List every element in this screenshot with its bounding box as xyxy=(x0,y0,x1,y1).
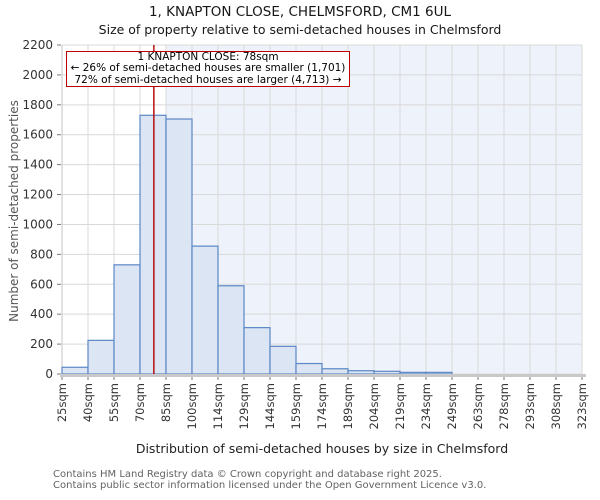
histogram-bar xyxy=(243,327,271,375)
histogram-bar xyxy=(61,366,89,375)
histogram-bar xyxy=(165,118,193,375)
histogram-bar xyxy=(347,370,375,375)
annotation-line-2: ← 26% of semi-detached houses are smalle… xyxy=(70,62,346,75)
y-tick-label: 2200 xyxy=(22,38,53,52)
histogram-bar xyxy=(295,362,323,375)
annotation-line-3: 72% of semi-detached houses are larger (… xyxy=(74,73,342,86)
chart-subtitle: Size of property relative to semi-detach… xyxy=(98,22,502,37)
x-tick-label: 40sqm xyxy=(81,383,95,422)
histogram-bar xyxy=(425,371,453,375)
histogram-bar xyxy=(269,345,297,375)
x-tick-label: 70sqm xyxy=(133,383,147,422)
x-tick-label: 129sqm xyxy=(237,383,251,429)
histogram-bar xyxy=(217,285,245,375)
annotation-line-1: 1 KNAPTON CLOSE: 78sqm xyxy=(137,50,279,63)
x-tick-label: 189sqm xyxy=(341,383,355,429)
histogram-bar xyxy=(139,114,167,375)
y-axis-title: Number of semi-detached properties xyxy=(7,100,21,322)
x-axis-title: Distribution of semi-detached houses by … xyxy=(135,441,509,456)
histogram-bar xyxy=(399,371,427,375)
y-tick-label: 1000 xyxy=(22,217,53,231)
y-tick-label: 1400 xyxy=(22,158,53,172)
y-tick-label: 1200 xyxy=(22,188,53,202)
x-tick-label: 249sqm xyxy=(445,383,459,429)
x-tick-label: 323sqm xyxy=(575,383,589,429)
histogram-bar xyxy=(373,370,401,375)
histogram-bar xyxy=(191,245,219,375)
x-tick-label: 308sqm xyxy=(549,383,563,429)
x-tick-label: 219sqm xyxy=(393,383,407,429)
y-tick-label: 0 xyxy=(45,367,53,381)
annotation-box: 1 KNAPTON CLOSE: 78sqm ← 26% of semi-det… xyxy=(66,51,350,87)
y-tick-label: 1600 xyxy=(22,128,53,142)
x-tick-label: 159sqm xyxy=(289,383,303,429)
x-tick-label: 293sqm xyxy=(523,383,537,429)
footer-attribution-1: Contains HM Land Registry data © Crown c… xyxy=(53,469,442,480)
histogram-bar xyxy=(113,264,141,375)
histogram-bar xyxy=(321,368,349,375)
x-axis-line xyxy=(60,374,586,377)
x-tick-label: 144sqm xyxy=(263,383,277,429)
x-tick-label: 85sqm xyxy=(159,383,173,422)
y-tick-label: 400 xyxy=(30,307,53,321)
x-tick-label: 100sqm xyxy=(185,383,199,429)
footer-attribution-2: Contains public sector information licen… xyxy=(53,480,487,491)
y-tick-label: 1800 xyxy=(22,98,53,112)
y-tick-label: 200 xyxy=(30,337,53,351)
x-tick-label: 263sqm xyxy=(471,383,485,429)
y-tick-label: 600 xyxy=(30,277,53,291)
x-tick-label: 174sqm xyxy=(315,383,329,429)
x-tick-label: 234sqm xyxy=(419,383,433,429)
x-tick-label: 204sqm xyxy=(367,383,381,429)
x-tick-label: 278sqm xyxy=(497,383,511,429)
chart-title: 1, KNAPTON CLOSE, CHELMSFORD, CM1 6UL xyxy=(148,4,452,20)
x-tick-label: 25sqm xyxy=(55,383,69,422)
x-tick-label: 55sqm xyxy=(107,383,121,422)
histogram-bar xyxy=(87,339,115,375)
y-tick-label: 800 xyxy=(30,247,53,261)
y-tick-label: 2000 xyxy=(22,68,53,82)
x-tick-label: 114sqm xyxy=(211,383,225,429)
